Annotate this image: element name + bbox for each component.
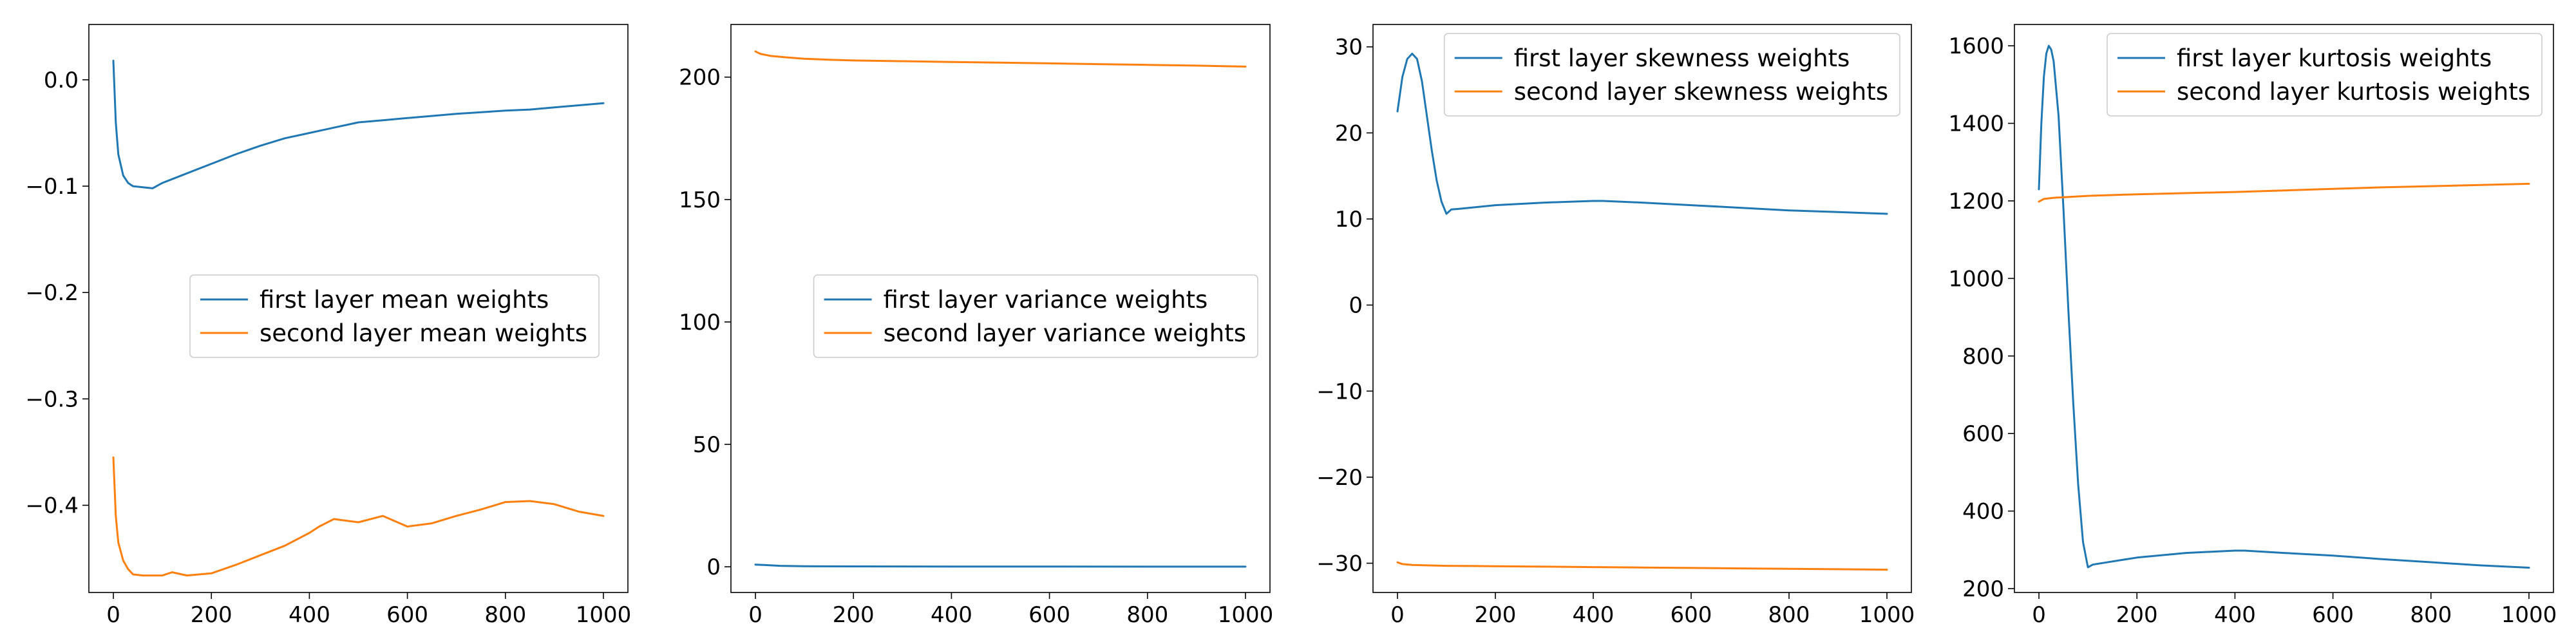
series-line-1	[1396, 52, 1888, 215]
legend-box	[1443, 33, 1900, 117]
axes-frame	[1372, 24, 1912, 593]
x-tick-label: 1000	[1859, 602, 1915, 628]
x-tick-label: 600	[2312, 602, 2354, 628]
x-tick-label: 800	[484, 602, 526, 628]
x-tick-label: 400	[1573, 602, 1615, 628]
y-tick-label: 150	[679, 187, 721, 213]
y-tick-label: 10	[1335, 207, 1363, 232]
series-line-1	[112, 59, 605, 189]
x-tick-label: 0	[1390, 602, 1405, 628]
y-tick-label: 800	[1962, 344, 2004, 370]
series-line-1	[2038, 44, 2530, 569]
legend-label: second layer kurtosis weights	[2177, 78, 2530, 106]
legend-box	[2107, 33, 2543, 117]
x-tick-label: 600	[1028, 602, 1070, 628]
legend-label: second layer variance weights	[884, 319, 1246, 347]
y-tick-label: 200	[1962, 576, 2004, 602]
legend-label: first layer mean weights	[260, 286, 549, 314]
x-tick-label: 400	[289, 602, 330, 628]
legend: first layer mean weights second layer mea…	[189, 274, 600, 358]
y-tick-label: −0.3	[25, 386, 79, 412]
legend-box	[813, 274, 1258, 358]
y-tick-label: −0.4	[25, 493, 79, 519]
axes-frame	[2014, 24, 2554, 593]
x-tick-label: 1000	[576, 602, 632, 628]
legend-label: first layer kurtosis weights	[2177, 44, 2492, 72]
y-tick-label: 400	[1962, 499, 2004, 525]
series-line-2	[754, 50, 1247, 68]
x-tick-label: 800	[1768, 602, 1810, 628]
y-tick-label: 0	[1349, 293, 1363, 319]
y-tick-label: 1000	[1948, 266, 2004, 292]
y-tick-label: 0.0	[44, 68, 79, 93]
legend-label: second layer skewness weights	[1514, 78, 1888, 106]
legend-box	[189, 274, 600, 358]
x-tick-label: 600	[1671, 602, 1712, 628]
y-tick-label: 200	[679, 65, 721, 91]
x-tick-label: 200	[191, 602, 232, 628]
series-line-1	[754, 564, 1247, 568]
chart-panel-4: 0 200 400 600 800 1000 200 400 600 800 1000 1200 140…	[1948, 24, 2557, 628]
axes-frame	[730, 24, 1271, 593]
series-line-2	[112, 456, 605, 577]
y-tick-label: 20	[1335, 120, 1363, 146]
legend-label: first layer skewness weights	[1514, 44, 1850, 72]
y-tick-label: −20	[1316, 465, 1363, 491]
legend: first layer kurtosis weights second layer…	[2107, 33, 2543, 117]
legend: first layer skewness weights second layer…	[1443, 33, 1900, 117]
x-tick-label: 200	[2116, 602, 2158, 628]
chart-panel-1: 0 200 400 600 800 1000 −0.4 −0.3 −0.2 −0.1 0.0 firs…	[25, 24, 631, 628]
y-tick-label: 0	[706, 554, 721, 580]
x-tick-label: 200	[1475, 602, 1517, 628]
legend-label: first layer variance weights	[884, 286, 1208, 314]
y-tick-label: 100	[679, 310, 721, 336]
x-tick-label: 800	[2410, 602, 2452, 628]
x-tick-label: 400	[931, 602, 972, 628]
x-tick-label: 600	[386, 602, 428, 628]
y-tick-label: 1200	[1948, 189, 2004, 214]
y-tick-label: 1600	[1948, 33, 2004, 59]
x-tick-label: 400	[2214, 602, 2256, 628]
series-line-2	[1396, 561, 1888, 571]
y-tick-label: 600	[1962, 421, 2004, 447]
x-tick-label: 0	[106, 602, 120, 628]
x-tick-label: 800	[1126, 602, 1168, 628]
series-line-2	[2038, 182, 2530, 203]
x-tick-label: 200	[833, 602, 875, 628]
legend-label: second layer mean weights	[260, 319, 587, 347]
chart-panel-3: 0 200 400 600 800 1000 −30 −20 −10 0 10 20 30 first l…	[1316, 24, 1915, 628]
axes-frame	[88, 24, 629, 593]
y-tick-label: −30	[1316, 551, 1363, 577]
x-tick-label: 1000	[1218, 602, 1274, 628]
legend: first layer variance weights second layer…	[813, 274, 1258, 358]
y-tick-label: 30	[1335, 35, 1363, 61]
x-tick-label: 0	[2032, 602, 2046, 628]
x-tick-label: 1000	[2501, 602, 2557, 628]
y-tick-label: 50	[693, 432, 721, 458]
chart-panel-2: 0 200 400 600 800 1000 0 50 100 150 200 first layer…	[679, 24, 1273, 628]
y-tick-label: −0.1	[25, 174, 79, 200]
x-tick-label: 0	[748, 602, 762, 628]
y-tick-label: 1400	[1948, 111, 2004, 137]
y-tick-label: −0.2	[25, 280, 79, 306]
y-tick-label: −10	[1316, 379, 1363, 404]
